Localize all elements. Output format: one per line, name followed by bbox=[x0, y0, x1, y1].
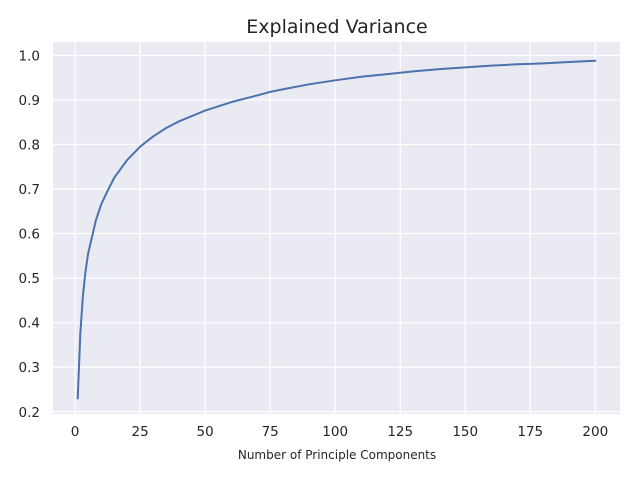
x-axis-label: Number of Principle Components bbox=[238, 448, 436, 462]
x-tick-label: 200 bbox=[582, 424, 608, 440]
x-tick-label: 150 bbox=[452, 424, 478, 440]
x-tick-label: 25 bbox=[132, 424, 149, 440]
x-tick-label: 125 bbox=[387, 424, 413, 440]
y-tick-label: 0.8 bbox=[19, 137, 40, 153]
y-tick-label: 0.7 bbox=[19, 182, 40, 198]
x-tick-labels: 0 25 50 75 100 125 150 175 200 bbox=[71, 424, 608, 440]
y-tick-label: 1.0 bbox=[19, 48, 40, 64]
plot-background bbox=[53, 42, 620, 414]
y-tick-label: 0.3 bbox=[19, 360, 40, 376]
y-tick-label: 0.2 bbox=[19, 405, 40, 421]
series-layer bbox=[76, 59, 597, 400]
y-gridlines bbox=[53, 54, 620, 413]
x-gridlines bbox=[74, 42, 596, 414]
x-tick-label: 0 bbox=[71, 424, 80, 440]
x-tick-label: 175 bbox=[517, 424, 543, 440]
y-tick-label: 0.4 bbox=[19, 316, 40, 332]
y-tick-labels: 0.2 0.3 0.4 0.5 0.6 0.7 0.8 0.9 1.0 bbox=[19, 48, 40, 420]
y-tick-label: 0.9 bbox=[19, 93, 40, 109]
explained-variance-line bbox=[76, 59, 597, 400]
x-tick-label: 100 bbox=[322, 424, 348, 440]
y-tick-label: 0.5 bbox=[19, 271, 40, 287]
y-tick-label: 0.6 bbox=[19, 227, 40, 243]
x-tick-label: 75 bbox=[262, 424, 279, 440]
x-tick-label: 50 bbox=[197, 424, 214, 440]
chart-title: Explained Variance bbox=[246, 16, 427, 38]
